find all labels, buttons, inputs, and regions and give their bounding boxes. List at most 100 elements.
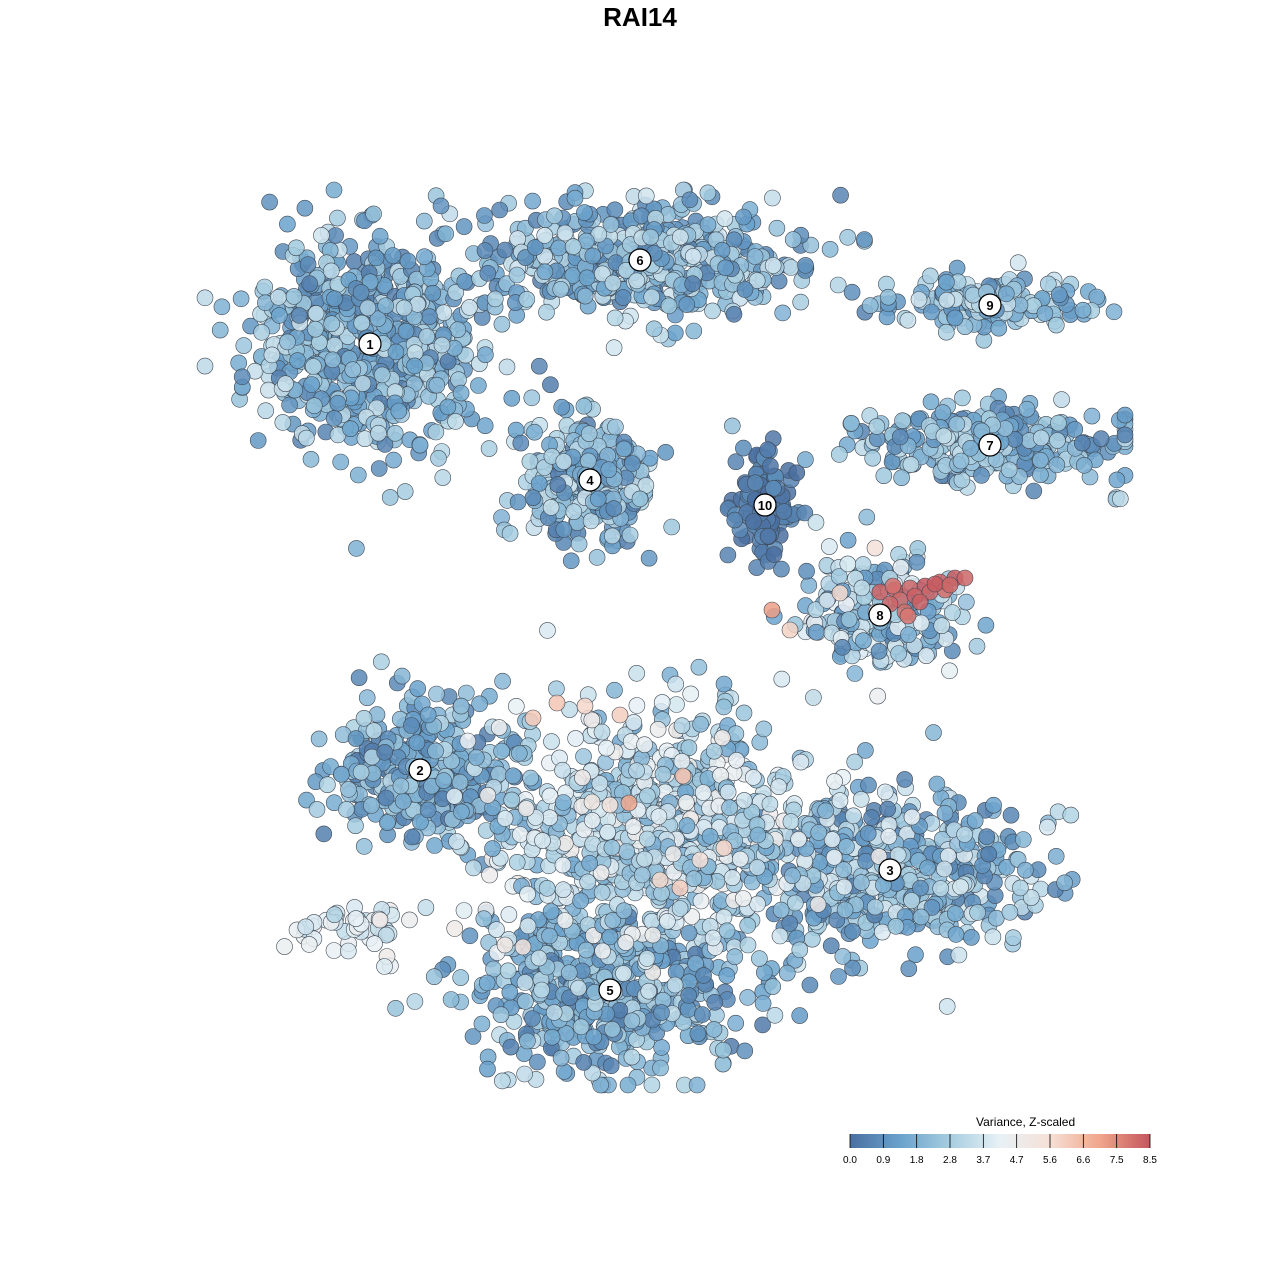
data-point	[666, 976, 684, 994]
data-point	[352, 763, 370, 781]
data-point	[566, 189, 584, 207]
data-point	[796, 504, 814, 522]
data-point	[417, 899, 435, 916]
data-point	[411, 436, 429, 454]
data-point	[372, 653, 390, 671]
data-point	[387, 343, 405, 361]
data-point	[496, 810, 514, 827]
data-point	[718, 967, 736, 984]
data-point	[668, 696, 685, 713]
data-point	[745, 513, 762, 530]
data-point	[678, 296, 696, 313]
data-point-high	[941, 576, 959, 594]
data-point	[387, 999, 404, 1017]
data-point	[376, 958, 393, 975]
data-point	[538, 879, 556, 897]
data-point	[529, 1053, 546, 1071]
data-point	[576, 287, 594, 305]
data-point	[467, 749, 485, 766]
data-point	[736, 1042, 754, 1060]
data-point	[367, 249, 385, 267]
data-point	[680, 924, 698, 942]
data-point	[479, 264, 497, 282]
data-point	[798, 562, 815, 580]
data-point	[519, 1032, 536, 1050]
color-legend: 0.0 0.9 1.8 2.8 3.7 4.7 5.6 6.6 7.5 8.5	[843, 1134, 1157, 1166]
svg-text:3: 3	[886, 863, 893, 878]
data-point	[599, 823, 617, 841]
data-point	[325, 942, 343, 959]
data-point	[446, 920, 464, 937]
data-point	[673, 717, 691, 735]
data-point	[508, 266, 526, 284]
data-point	[541, 927, 558, 945]
data-point	[839, 555, 857, 573]
data-point	[1053, 391, 1070, 408]
data-point	[797, 257, 814, 274]
data-point	[912, 614, 930, 632]
data-point	[418, 328, 436, 345]
data-point	[575, 397, 593, 415]
data-point	[649, 720, 667, 738]
legend-tick-label: 6.6	[1076, 1155, 1090, 1166]
data-point	[739, 917, 757, 934]
data-point	[978, 828, 996, 846]
data-point	[485, 960, 502, 978]
data-point	[1116, 426, 1134, 444]
data-point	[615, 902, 633, 920]
legend-tick-label: 4.7	[1010, 1155, 1024, 1166]
data-point	[439, 398, 457, 416]
data-point	[1040, 275, 1057, 293]
data-point	[876, 783, 894, 801]
data-point	[818, 591, 836, 609]
cluster-label-1: 1	[358, 332, 382, 356]
data-point	[671, 900, 689, 917]
data-point	[574, 769, 591, 787]
data-point	[1105, 303, 1123, 321]
data-point	[1017, 861, 1034, 879]
data-point	[770, 778, 788, 796]
data-point	[498, 358, 516, 376]
data-point	[650, 808, 668, 825]
data-point	[809, 896, 827, 913]
data-point	[329, 209, 346, 227]
data-point	[846, 665, 864, 682]
data-point	[990, 319, 1008, 337]
data-point	[734, 890, 752, 907]
cluster-label-9: 9	[978, 293, 1002, 317]
data-point	[839, 531, 857, 549]
data-point	[399, 252, 417, 270]
cluster-label-7: 7	[978, 433, 1002, 457]
data-point	[479, 786, 497, 804]
data-point	[403, 828, 421, 846]
data-point	[791, 1007, 809, 1024]
data-point	[365, 722, 383, 740]
data-point	[946, 309, 964, 327]
data-point	[583, 812, 601, 829]
data-point	[1002, 806, 1020, 824]
data-point	[447, 283, 465, 301]
data-point	[384, 247, 402, 264]
data-point	[677, 794, 695, 811]
data-point	[576, 204, 593, 221]
data-point	[868, 418, 886, 435]
data-point-high	[548, 694, 566, 712]
data-point	[562, 552, 580, 570]
data-point	[536, 227, 554, 244]
data-point	[866, 898, 884, 916]
data-point	[638, 950, 656, 967]
data-point	[484, 840, 501, 857]
data-point	[435, 772, 453, 789]
data-point	[432, 197, 450, 215]
data-point	[797, 451, 814, 468]
data-point	[465, 859, 482, 877]
data-point	[937, 323, 955, 341]
data-point	[393, 667, 411, 685]
data-point	[791, 941, 809, 959]
data-point	[556, 224, 574, 242]
data-point	[370, 424, 387, 442]
data-point	[748, 859, 766, 876]
data-point	[764, 978, 782, 995]
data-point	[736, 281, 754, 298]
data-point	[446, 787, 463, 805]
